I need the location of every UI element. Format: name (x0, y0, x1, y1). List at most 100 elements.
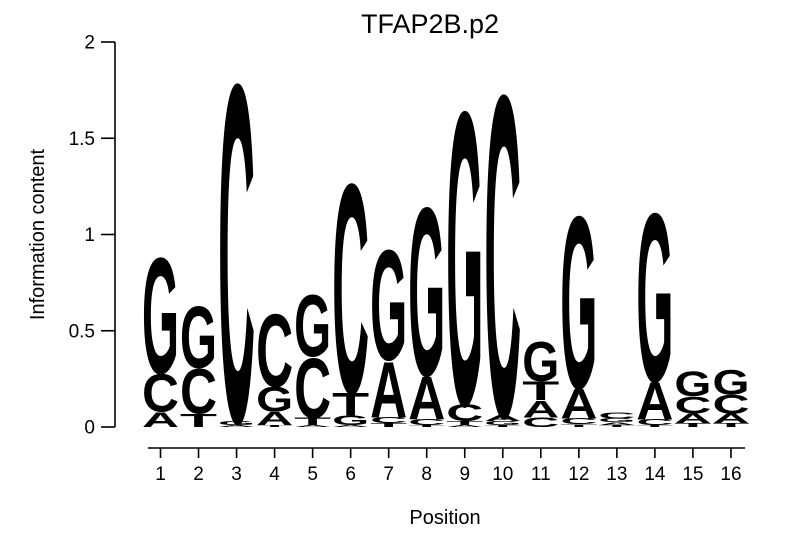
logo-letter-C: C (180, 355, 217, 427)
logo-letter-C: C (522, 415, 559, 430)
logo-letter-C: C (674, 392, 711, 419)
logo-letter-G: G (674, 365, 711, 404)
logo-letter-T: T (408, 425, 445, 428)
y-tick-label: 1.5 (69, 129, 95, 150)
logo-letter-T: T (560, 423, 597, 427)
logo-letter-A: A (370, 346, 407, 435)
logo-letter-T: T (180, 410, 217, 431)
logo-letter-T: T (332, 387, 369, 423)
x-tick-label: 3 (231, 464, 242, 485)
x-tick-label: 13 (606, 464, 627, 485)
logo-letter-G: G (598, 417, 635, 423)
logo-letter-G: G (484, 420, 521, 426)
x-tick-label: 14 (644, 464, 666, 485)
logo-letter-A: A (522, 396, 559, 423)
logo-letter-G: G (256, 380, 293, 419)
y-tick-label: 1 (84, 225, 95, 246)
logo-letter-C: C (218, 0, 255, 525)
x-tick-label: 1 (155, 464, 166, 485)
y-tick-label: 0 (84, 418, 95, 439)
logo-letter-G: G (712, 363, 749, 402)
x-tick-label: 5 (307, 464, 318, 485)
logo-letter-C: C (294, 340, 331, 436)
x-tick-label: 4 (269, 464, 280, 485)
x-tick-label: 11 (531, 464, 551, 485)
chart-title: TFAP2B.p2 (361, 9, 499, 39)
x-tick-label: 12 (568, 464, 589, 485)
logo-letter-C: C (142, 363, 179, 423)
logo-letter-A: A (598, 421, 635, 425)
logo-letter-C: C (484, 0, 521, 514)
logo-letter-G: G (636, 164, 673, 433)
logo-letter-C: C (408, 418, 445, 427)
logo-letter-G: G (218, 420, 255, 426)
x-axis: Position 1 2 3 4 5 6 7 8 9 10 11 12 13 14 15 16 (148, 447, 745, 529)
logo-letter-A: A (484, 414, 521, 423)
logo-letter-C: C (598, 411, 635, 420)
logo-letter-T: T (294, 416, 331, 428)
logo-letter-A: A (294, 425, 331, 428)
logo-letter-C: C (712, 389, 749, 419)
logo-column-2: TCG (180, 288, 217, 431)
logo-letter-C: C (446, 400, 483, 427)
logo-letter-A: A (446, 425, 483, 428)
y-axis-title: Information content (27, 148, 49, 320)
logo-letter-C: C (560, 417, 597, 426)
logo-letter-A: A (142, 408, 179, 432)
logo-letter-C: C (256, 293, 293, 409)
logo-letter-A: A (332, 425, 369, 428)
logo-letter-A: A (256, 408, 293, 429)
logo-letter-G: G (408, 158, 445, 427)
y-tick-label: 2 (84, 33, 95, 54)
logo-letter-C: C (370, 416, 407, 425)
logo-letter-A: A (636, 371, 673, 431)
y-tick-label: 0.5 (69, 321, 95, 342)
x-axis-title: Position (409, 507, 480, 529)
logo-letter-G: G (370, 216, 407, 393)
logo-letter-A: A (712, 411, 749, 426)
logo-letter-T: T (674, 422, 711, 428)
logo-letter-G: G (446, 24, 483, 493)
logo-letter-T: T (446, 420, 483, 426)
x-tick-label: 6 (345, 464, 356, 485)
logo-letter-T: T (712, 422, 749, 428)
x-tick-label: 7 (383, 464, 394, 485)
x-tick-label: 16 (720, 464, 741, 485)
logo-letter-A: A (674, 411, 711, 426)
x-tick-label: 9 (459, 464, 470, 485)
logo-letter-T: T (598, 425, 635, 428)
logo-letter-A: A (560, 380, 597, 428)
logo-letter-G: G (142, 224, 179, 409)
logo-letter-T: T (484, 425, 521, 428)
logo-letter-T: T (256, 425, 293, 428)
logo-letter-G: G (560, 165, 597, 440)
logo-letter-A: A (408, 364, 445, 433)
logo-column-3: AGC (218, 0, 255, 525)
logo-letter-G: G (522, 331, 559, 393)
logo-letter-C: C (332, 123, 369, 457)
logo-letter-T: T (636, 425, 673, 428)
logo-letter-G: G (180, 288, 217, 386)
logo-letter-T: T (370, 422, 407, 428)
x-tick-label: 8 (421, 464, 432, 485)
logo-letter-A: A (218, 425, 255, 428)
x-tick-label: 10 (492, 464, 513, 485)
logo-letter-T: T (522, 376, 559, 406)
logo-column-1: ACG (142, 224, 179, 432)
